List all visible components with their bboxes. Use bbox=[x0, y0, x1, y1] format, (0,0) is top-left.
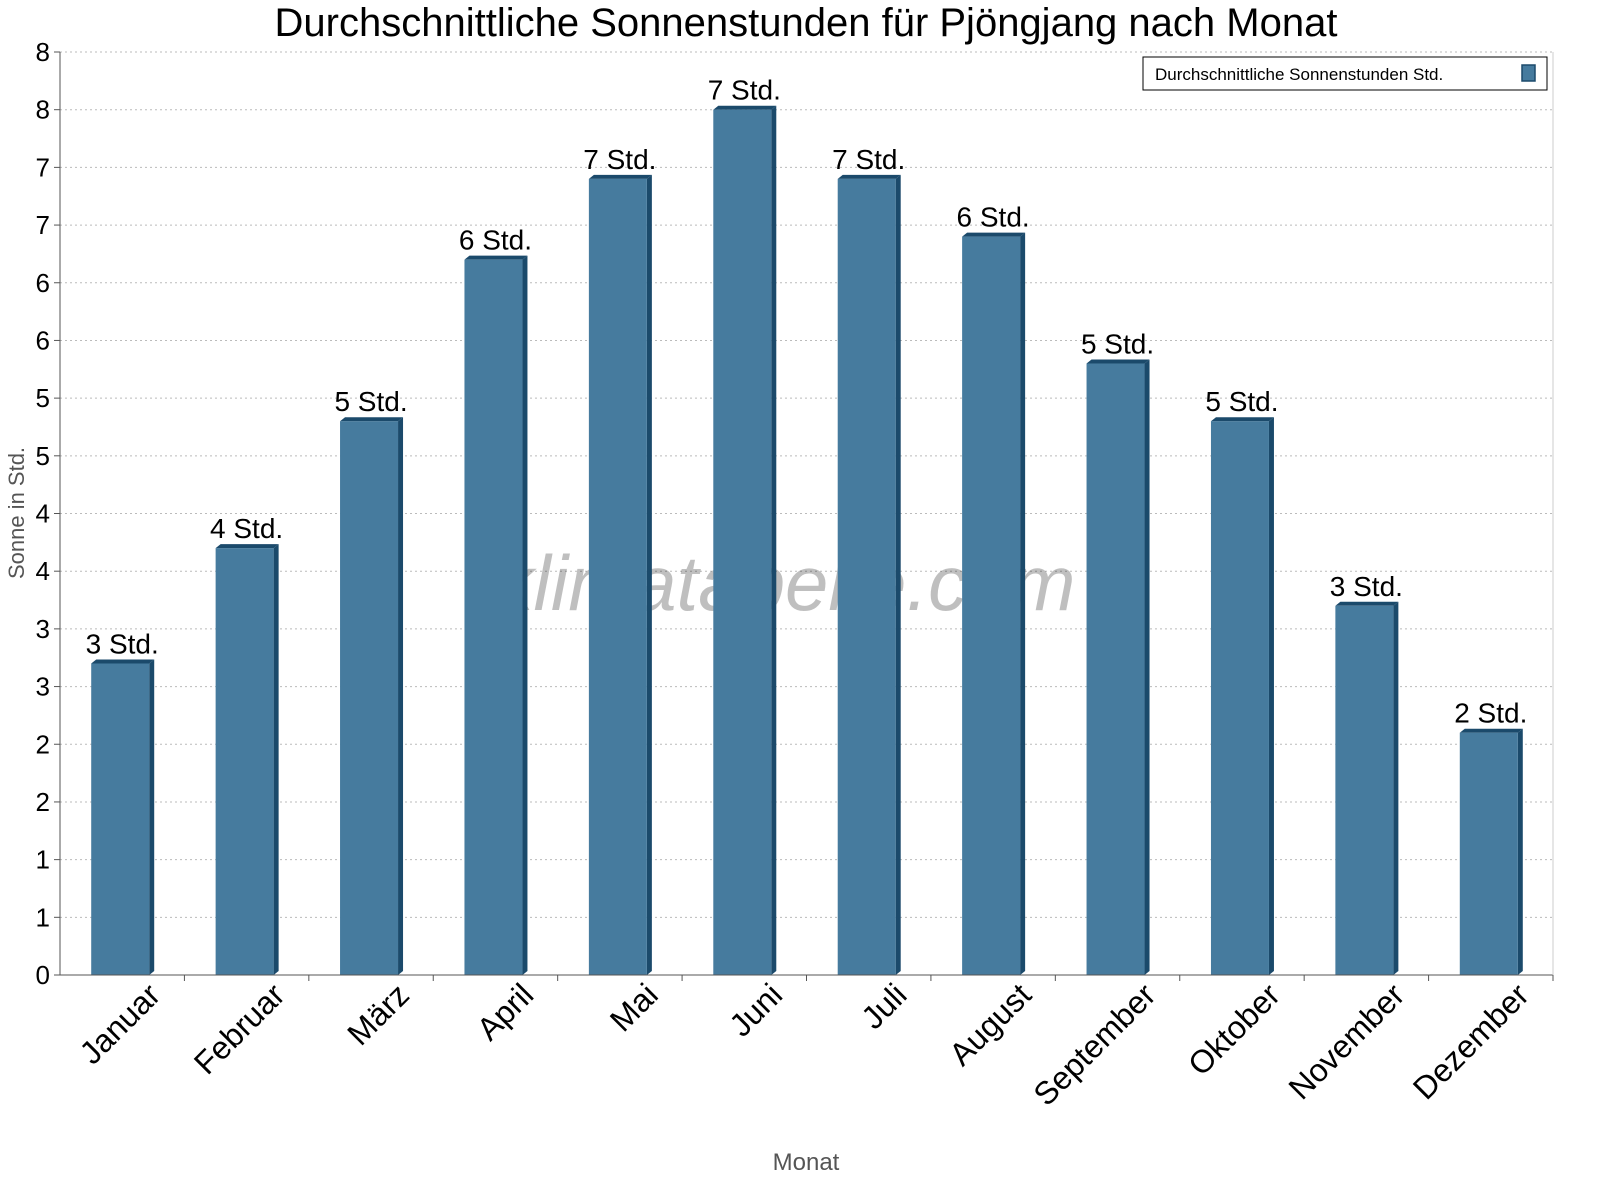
bar-side bbox=[771, 105, 777, 975]
bar-top bbox=[91, 659, 155, 664]
bar-top bbox=[588, 174, 652, 179]
y-tick-label: 0 bbox=[36, 960, 50, 990]
y-tick-label: 2 bbox=[36, 729, 50, 759]
y-tick-label: 5 bbox=[36, 383, 50, 413]
bar-side bbox=[273, 544, 279, 975]
bar-side bbox=[398, 417, 404, 975]
y-tick-label: 4 bbox=[36, 556, 50, 586]
data-label: 6 Std. bbox=[459, 225, 532, 256]
x-axis-label: Monat bbox=[773, 1149, 840, 1176]
y-axis-label: Sonne in Std. bbox=[4, 447, 29, 579]
legend: Durchschnittliche Sonnenstunden Std. bbox=[1142, 56, 1548, 91]
bar-top bbox=[1210, 417, 1274, 422]
bar-side bbox=[1268, 417, 1274, 975]
bar-side bbox=[1517, 728, 1523, 975]
data-label: 3 Std. bbox=[1330, 571, 1403, 602]
bar bbox=[1086, 363, 1145, 975]
data-label: 3 Std. bbox=[86, 628, 159, 659]
y-tick-label: 3 bbox=[36, 672, 50, 702]
bar-side bbox=[646, 174, 652, 976]
data-label: 5 Std. bbox=[334, 386, 407, 417]
bar bbox=[464, 259, 523, 975]
bar-side bbox=[895, 174, 901, 976]
bar-top bbox=[1335, 601, 1399, 606]
bar bbox=[962, 236, 1021, 976]
x-tick-label: Januar bbox=[73, 976, 168, 1071]
bar bbox=[588, 178, 647, 976]
legend-label: Durchschnittliche Sonnenstunden Std. bbox=[1155, 65, 1443, 84]
x-tick-label: August bbox=[942, 976, 1038, 1072]
y-tick-label: 6 bbox=[36, 268, 50, 298]
bar bbox=[713, 109, 772, 975]
bar-top bbox=[962, 232, 1026, 237]
data-label: 7 Std. bbox=[832, 144, 905, 175]
bars: 3 Std. 4 Std. 5 Std. 6 Std. 7 Std. 7 Std. 7 St… bbox=[86, 75, 1527, 976]
bar-top bbox=[340, 417, 404, 422]
bar-top bbox=[1086, 359, 1150, 364]
bar-top bbox=[464, 255, 528, 260]
y-tick-label: 7 bbox=[36, 152, 50, 182]
y-tick-label: 3 bbox=[36, 614, 50, 644]
bar-side bbox=[149, 659, 155, 975]
x-tick-label: Oktober bbox=[1181, 976, 1287, 1082]
y-tick-label: 2 bbox=[36, 787, 50, 817]
bar bbox=[1459, 732, 1518, 975]
x-tick-label: April bbox=[470, 976, 541, 1047]
bar-top bbox=[215, 544, 279, 549]
y-tick-label: 1 bbox=[36, 902, 50, 932]
data-label: 4 Std. bbox=[210, 513, 283, 544]
bar bbox=[340, 421, 399, 975]
legend-swatch bbox=[1521, 64, 1536, 82]
bar-side bbox=[1144, 359, 1150, 975]
bar bbox=[215, 548, 274, 975]
bar-side bbox=[1020, 232, 1026, 976]
x-tick-label: Dezember bbox=[1406, 976, 1536, 1106]
x-tick-label: Juli bbox=[854, 976, 913, 1035]
y-tick-label: 8 bbox=[36, 37, 50, 67]
bar-top bbox=[1459, 728, 1523, 733]
bar-side bbox=[522, 255, 528, 976]
y-tick-label: 7 bbox=[36, 210, 50, 240]
grid-lines bbox=[60, 51, 1553, 918]
chart-title: Durchschnittliche Sonnenstunden für Pjön… bbox=[275, 1, 1338, 45]
data-label: 2 Std. bbox=[1454, 698, 1527, 729]
bar-top bbox=[837, 174, 901, 179]
y-tick-label: 4 bbox=[36, 499, 50, 529]
data-label: 5 Std. bbox=[1081, 329, 1154, 360]
data-label: 5 Std. bbox=[1205, 386, 1278, 417]
bar-side bbox=[1393, 601, 1399, 975]
x-tick-label: Mai bbox=[603, 976, 665, 1038]
y-tick-label: 5 bbox=[36, 441, 50, 471]
bar bbox=[1210, 421, 1269, 975]
y-tick-label: 6 bbox=[36, 325, 50, 355]
x-tick-label: September bbox=[1026, 976, 1162, 1112]
x-tick-label: März bbox=[340, 976, 416, 1052]
data-label: 7 Std. bbox=[583, 144, 656, 175]
x-tick-label: November bbox=[1281, 976, 1411, 1106]
bar bbox=[91, 663, 150, 975]
bar-top bbox=[713, 105, 777, 110]
y-tick-label: 1 bbox=[36, 845, 50, 875]
data-label: 6 Std. bbox=[957, 202, 1030, 233]
y-tick-label: 8 bbox=[36, 95, 50, 125]
bar bbox=[1335, 605, 1394, 975]
data-label: 7 Std. bbox=[708, 75, 781, 106]
x-tick-label: Februar bbox=[187, 976, 292, 1081]
x-tick-label: Juni bbox=[722, 976, 789, 1043]
bar bbox=[837, 178, 896, 976]
